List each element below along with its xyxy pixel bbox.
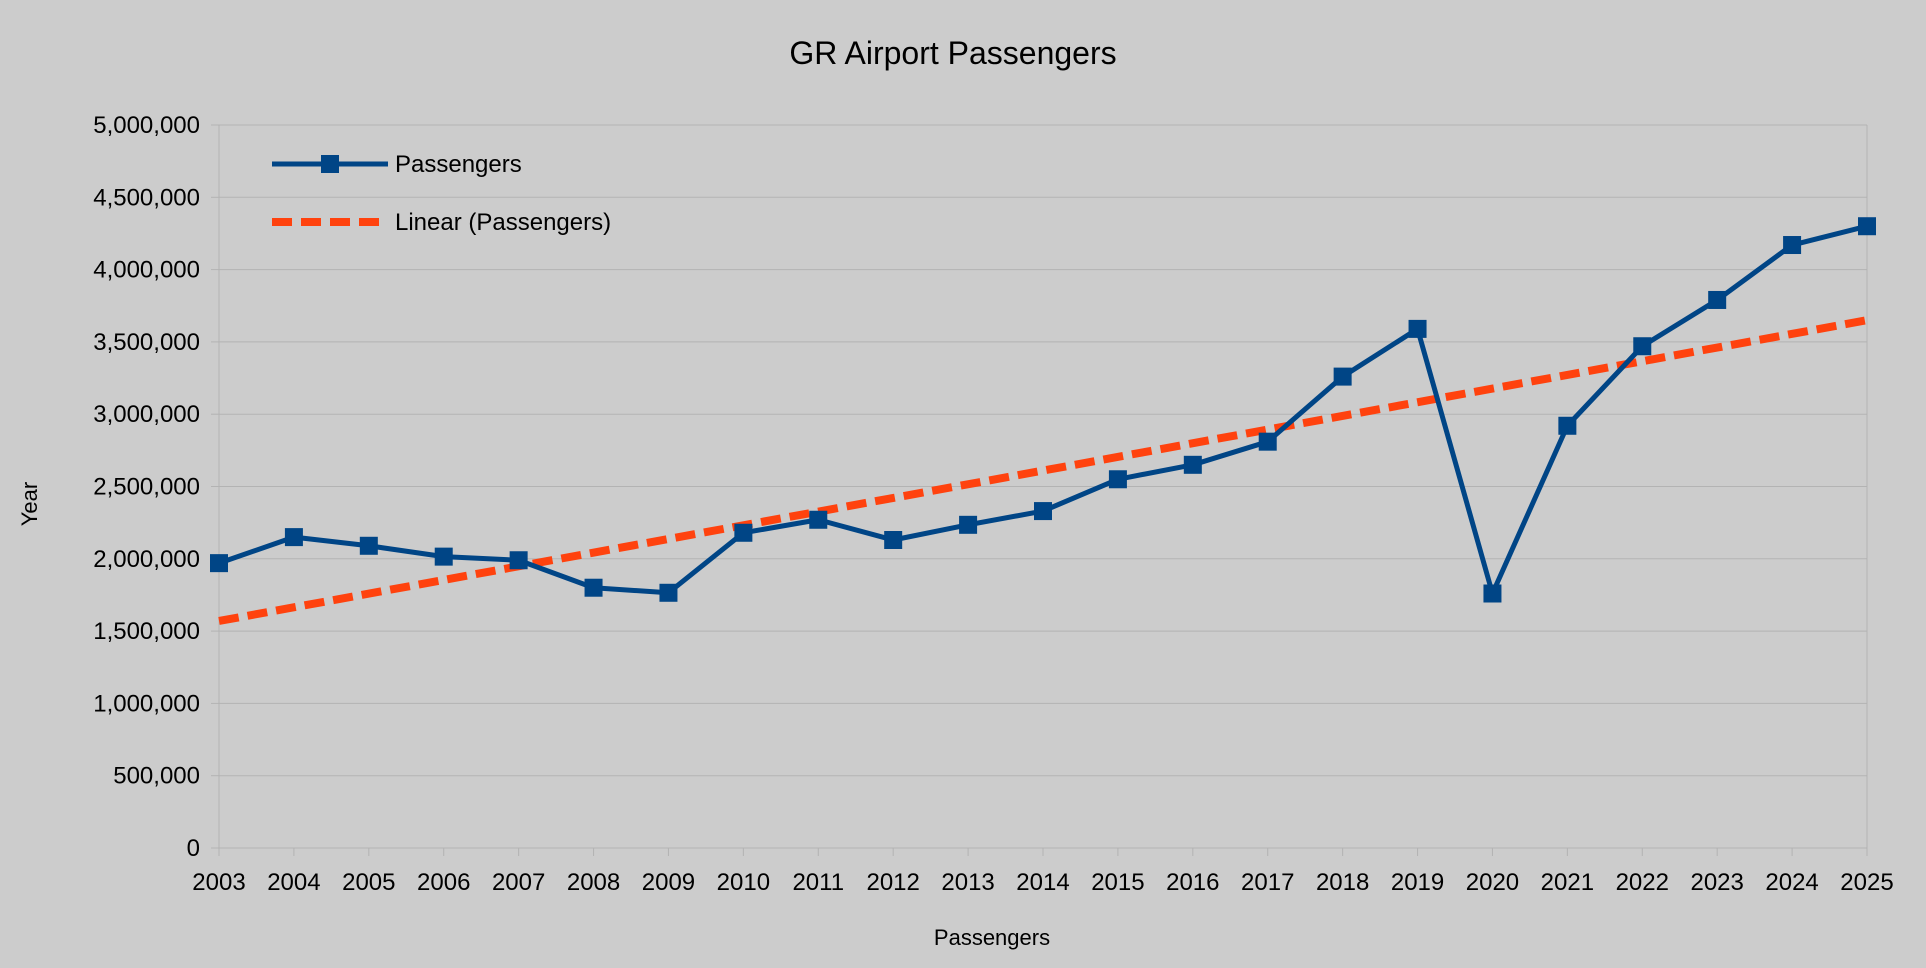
x-tick-label: 2012 xyxy=(866,869,919,896)
passengers-data-point xyxy=(734,523,753,542)
passengers-data-point xyxy=(959,515,978,534)
y-axis-title: Year xyxy=(17,482,42,526)
x-tick-label: 2006 xyxy=(417,869,470,896)
chart-title: GR Airport Passengers xyxy=(789,35,1116,71)
passengers-data-point xyxy=(584,578,603,597)
series-layer xyxy=(210,217,1876,603)
passengers-series-line xyxy=(218,223,1868,597)
x-tick-label: 2021 xyxy=(1541,869,1594,896)
y-tick-label: 5,000,000 xyxy=(93,112,200,139)
x-tick-label: 2025 xyxy=(1840,869,1893,896)
y-tick-label: 2,000,000 xyxy=(93,546,200,573)
x-tick-label: 2014 xyxy=(1016,869,1069,896)
grid-layer xyxy=(211,124,1868,856)
x-tick-label: 2005 xyxy=(342,869,395,896)
x-tick-label: 2004 xyxy=(267,869,320,896)
y-tick-label: 4,500,000 xyxy=(93,184,200,211)
y-tick-label: 3,000,000 xyxy=(93,401,200,428)
x-tick-label: 2010 xyxy=(717,869,770,896)
x-tick-label: 2009 xyxy=(642,869,695,896)
passengers-data-point xyxy=(359,536,378,555)
passengers-data-point xyxy=(1708,290,1727,309)
x-axis-ticks: 2003 2004 2005 2006 2007 2008 2009 2010 2011 2012… xyxy=(192,869,1893,896)
passengers-data-point xyxy=(434,547,453,566)
passengers-data-point xyxy=(809,510,828,529)
x-tick-label: 2015 xyxy=(1091,869,1144,896)
y-tick-label: 0 xyxy=(187,835,200,862)
x-tick-label: 2020 xyxy=(1466,869,1519,896)
y-tick-label: 1,000,000 xyxy=(93,690,200,717)
x-tick-label: 2016 xyxy=(1166,869,1219,896)
passengers-data-point xyxy=(659,583,678,602)
x-tick-label: 2017 xyxy=(1241,869,1294,896)
x-tick-label: 2008 xyxy=(567,869,620,896)
x-axis-title: Passengers xyxy=(934,925,1050,950)
y-axis-ticks: 0 500,000 1,000,000 1,500,000 2,000,000 2,500… xyxy=(93,112,200,862)
legend-trendline-label: Linear (Passengers) xyxy=(395,209,611,236)
legend-passengers-marker xyxy=(321,155,339,173)
passengers-data-point xyxy=(509,551,528,570)
passengers-data-point xyxy=(1034,502,1052,521)
legend-passengers-label: Passengers xyxy=(395,151,522,178)
x-tick-label: 2023 xyxy=(1690,869,1743,896)
passengers-data-point xyxy=(1333,367,1352,386)
passengers-data-point xyxy=(1858,217,1876,236)
x-tick-label: 2007 xyxy=(492,869,545,896)
y-tick-label: 4,000,000 xyxy=(93,257,200,284)
y-tick-label: 2,500,000 xyxy=(93,474,200,501)
passengers-data-point xyxy=(210,554,228,573)
passengers-data-point xyxy=(884,531,903,550)
passengers-data-point xyxy=(1108,470,1127,489)
x-tick-label: 2013 xyxy=(941,869,994,896)
passengers-data-point xyxy=(1258,432,1277,451)
x-tick-label: 2018 xyxy=(1316,869,1369,896)
y-tick-label: 1,500,000 xyxy=(93,618,200,645)
legend: Passengers Linear (Passengers) xyxy=(272,151,611,236)
passengers-data-point xyxy=(1633,337,1652,356)
passengers-data-point xyxy=(284,528,303,547)
passengers-data-point xyxy=(1183,455,1202,474)
x-tick-label: 2024 xyxy=(1765,869,1818,896)
x-tick-label: 2019 xyxy=(1391,869,1444,896)
passengers-data-point xyxy=(1408,319,1427,338)
passengers-data-point xyxy=(1483,584,1502,603)
trendline-layer xyxy=(218,316,1868,625)
passengers-data-point xyxy=(1558,416,1577,435)
trendline xyxy=(218,316,1868,625)
x-tick-label: 2022 xyxy=(1616,869,1669,896)
passengers-data-point xyxy=(1783,236,1802,255)
y-tick-label: 500,000 xyxy=(113,763,200,790)
y-tick-label: 3,500,000 xyxy=(93,329,200,356)
x-tick-label: 2003 xyxy=(192,869,245,896)
x-tick-label: 2011 xyxy=(792,869,844,896)
